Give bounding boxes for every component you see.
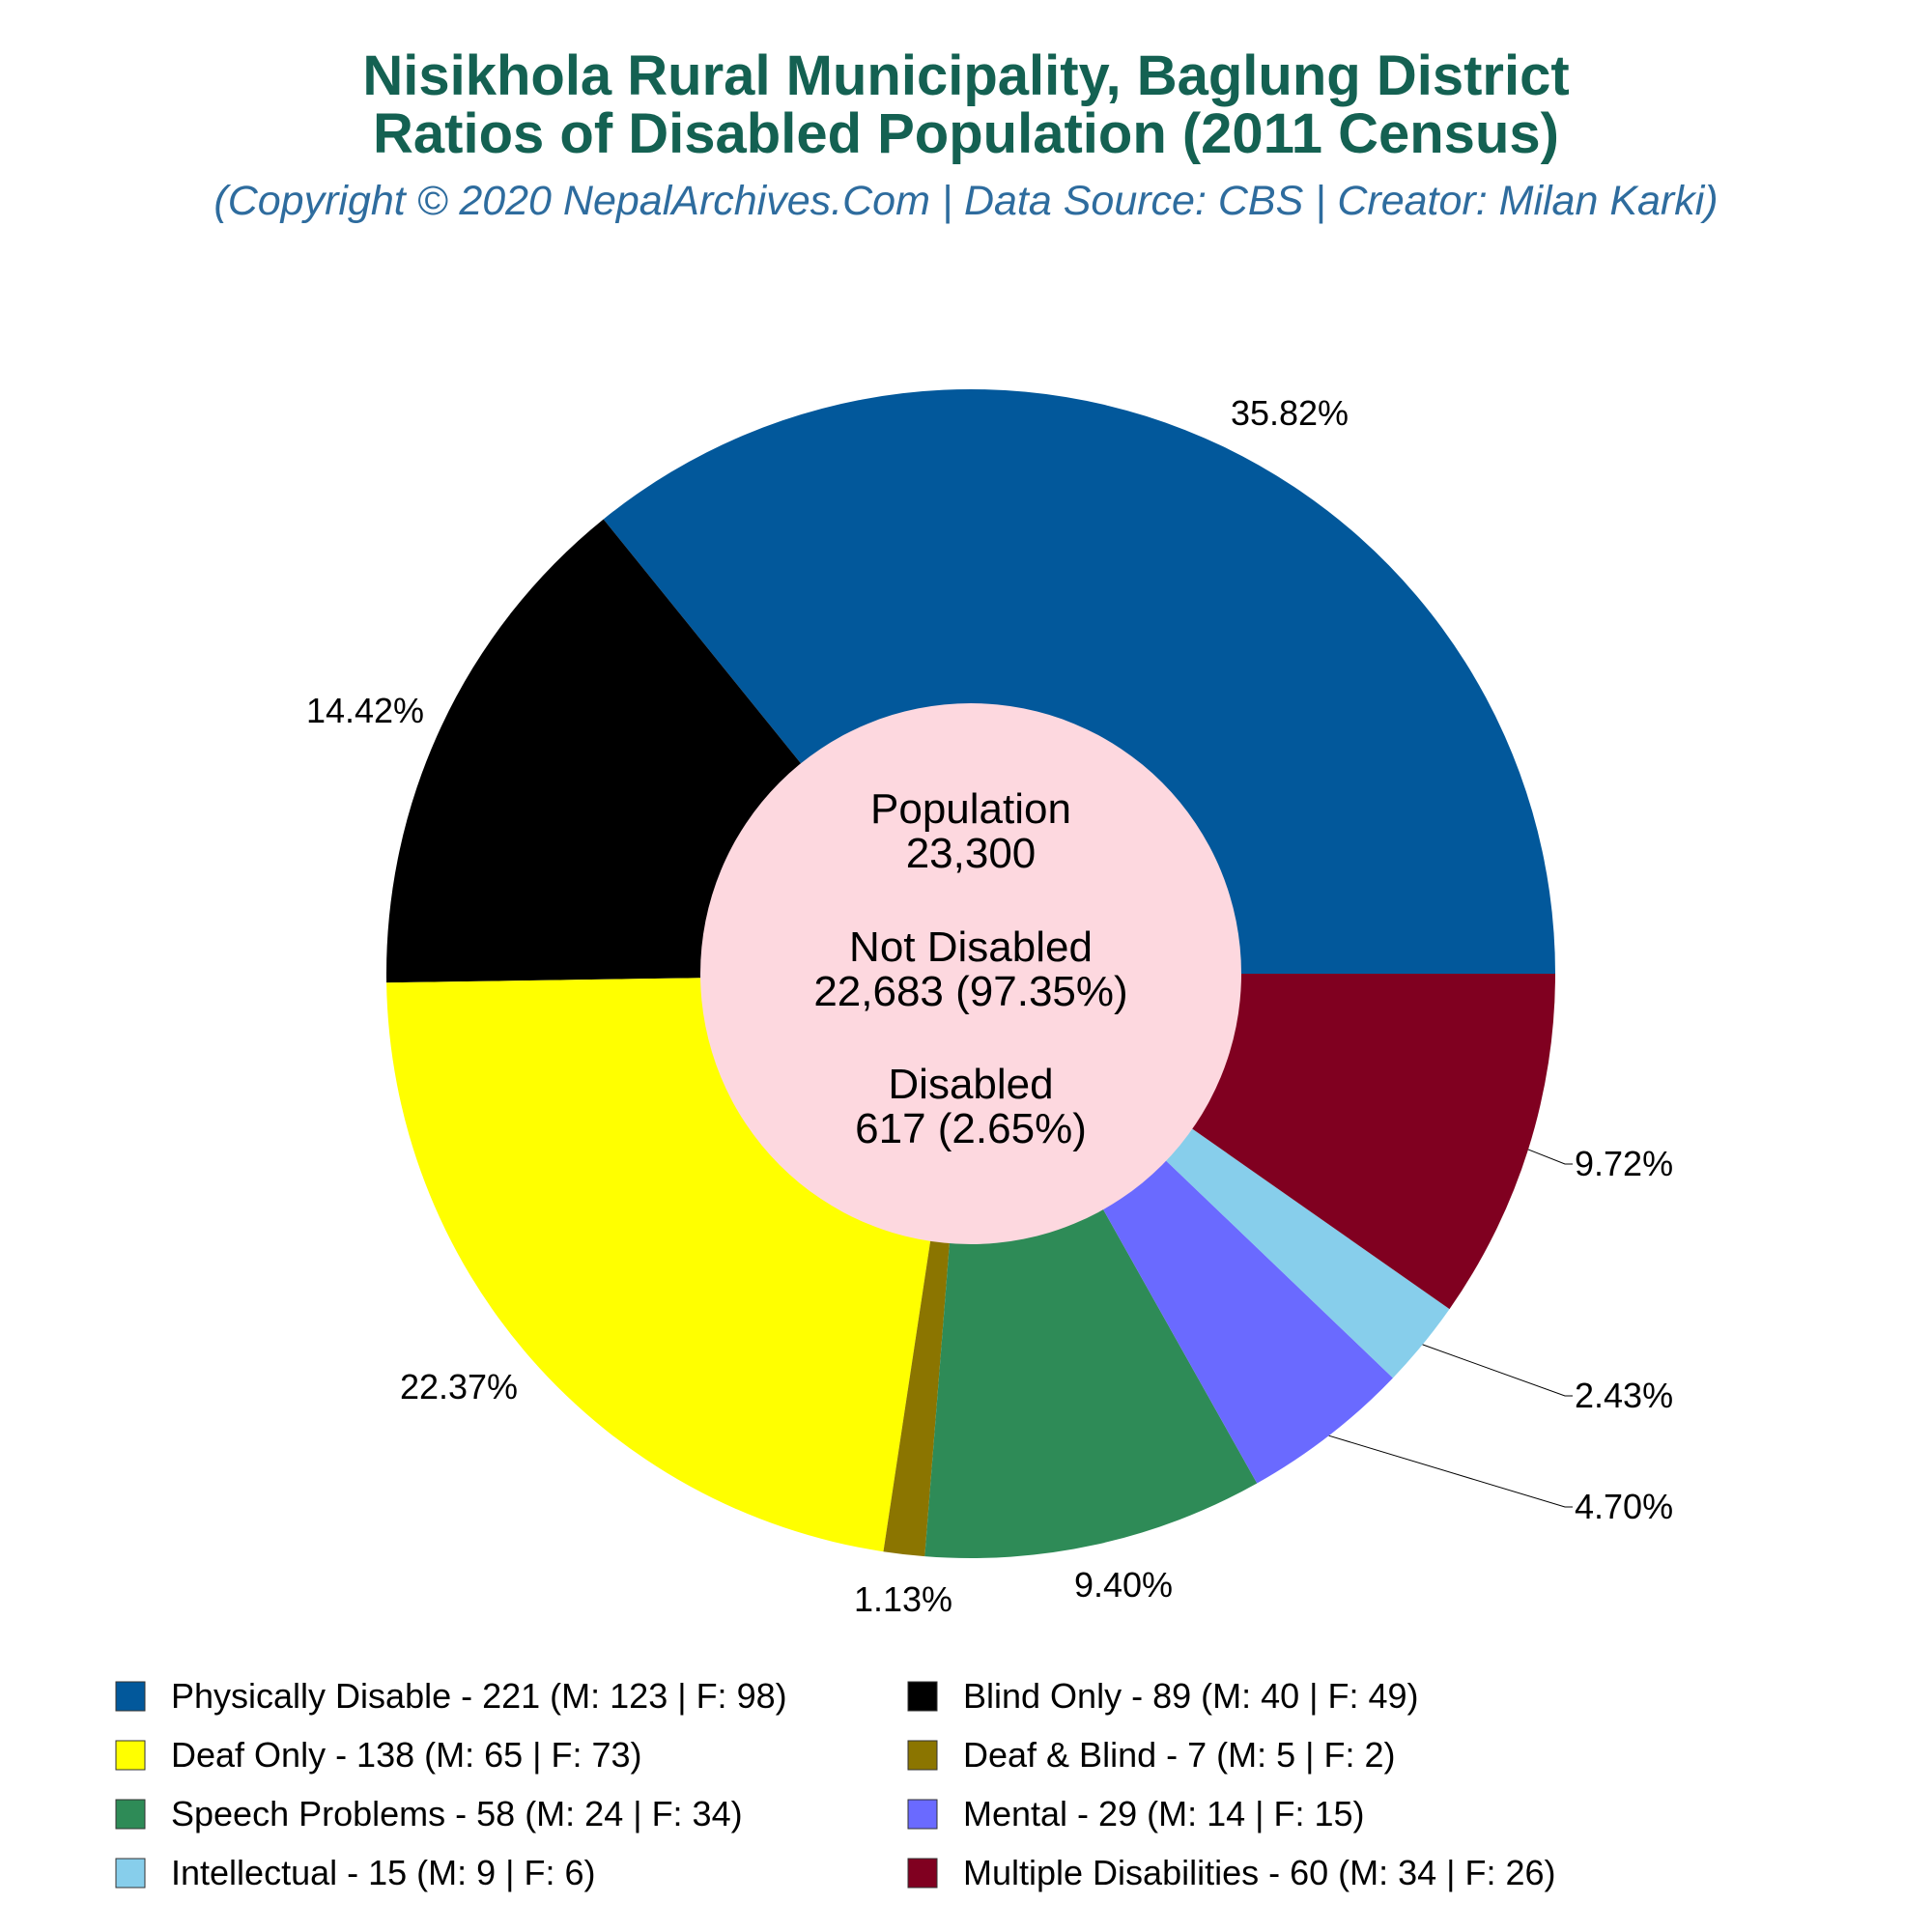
center-disc <box>700 703 1241 1244</box>
label-blind-only: 14.42% <box>306 691 424 730</box>
legend-label-speech-problems: Speech Problems - 58 (M: 24 | F: 34) <box>171 1794 743 1833</box>
center-disabled-value: 617 (2.65%) <box>855 1105 1087 1152</box>
legend: Physically Disable - 221 (M: 123 | F: 98… <box>115 1676 1556 1892</box>
legend-swatch-mental <box>907 1799 938 1830</box>
legend-label-intellectual: Intellectual - 15 (M: 9 | F: 6) <box>171 1853 596 1892</box>
legend-label-blind-only: Blind Only - 89 (M: 40 | F: 49) <box>963 1676 1419 1716</box>
legend-label-deaf-only: Deaf Only - 138 (M: 65 | F: 73) <box>171 1735 642 1775</box>
legend-label-physically-disable: Physically Disable - 221 (M: 123 | F: 98… <box>171 1676 787 1716</box>
legend-swatch-intellectual <box>115 1858 146 1889</box>
legend-swatch-speech-problems <box>115 1799 146 1830</box>
leader-intellectual <box>1422 1344 1573 1397</box>
slice-physically-disable <box>603 388 1556 974</box>
legend-swatch-multiple-disabilities <box>907 1858 938 1889</box>
center-population-label: Population <box>870 785 1071 833</box>
leader-lines <box>1328 1149 1573 1508</box>
center-not-disabled-value: 22,683 (97.35%) <box>813 968 1127 1015</box>
legend-label-deaf-and-blind: Deaf & Blind - 7 (M: 5 | F: 2) <box>963 1735 1396 1775</box>
legend-swatch-deaf-only <box>115 1740 146 1771</box>
label-physically-disable: 35.82% <box>1231 393 1349 433</box>
label-speech-problems: 9.40% <box>1074 1565 1173 1605</box>
center-population-value: 23,300 <box>906 830 1037 877</box>
leader-mental <box>1328 1435 1573 1508</box>
center-disabled-label: Disabled <box>888 1061 1053 1108</box>
leader-multiple-disabilities <box>1527 1149 1573 1165</box>
legend-swatch-physically-disable <box>115 1681 146 1712</box>
label-mental: 4.70% <box>1575 1487 1673 1526</box>
label-deaf-only: 22.37% <box>400 1367 518 1406</box>
chart-subtitle: (Copyright © 2020 NepalArchives.Com | Da… <box>213 178 1718 224</box>
chart-title-line1: Nisikhola Rural Municipality, Baglung Di… <box>362 44 1569 107</box>
label-multiple-disabilities: 9.72% <box>1575 1144 1673 1183</box>
center-not-disabled-label: Not Disabled <box>849 923 1093 971</box>
legend-label-mental: Mental - 29 (M: 14 | F: 15) <box>963 1794 1365 1833</box>
legend-swatch-blind-only <box>907 1681 938 1712</box>
percentage-labels: 35.82% 14.42% 22.37% 1.13% 9.40% 4.70% 2.43% 9.… <box>306 393 1673 1619</box>
legend-label-multiple-disabilities: Multiple Disabilities - 60 (M: 34 | F: 2… <box>963 1853 1556 1892</box>
label-intellectual: 2.43% <box>1575 1376 1673 1415</box>
legend-swatch-deaf-and-blind <box>907 1740 938 1771</box>
chart-title-line2: Ratios of Disabled Population (2011 Cens… <box>373 102 1559 165</box>
label-deaf-and-blind: 1.13% <box>854 1579 952 1619</box>
